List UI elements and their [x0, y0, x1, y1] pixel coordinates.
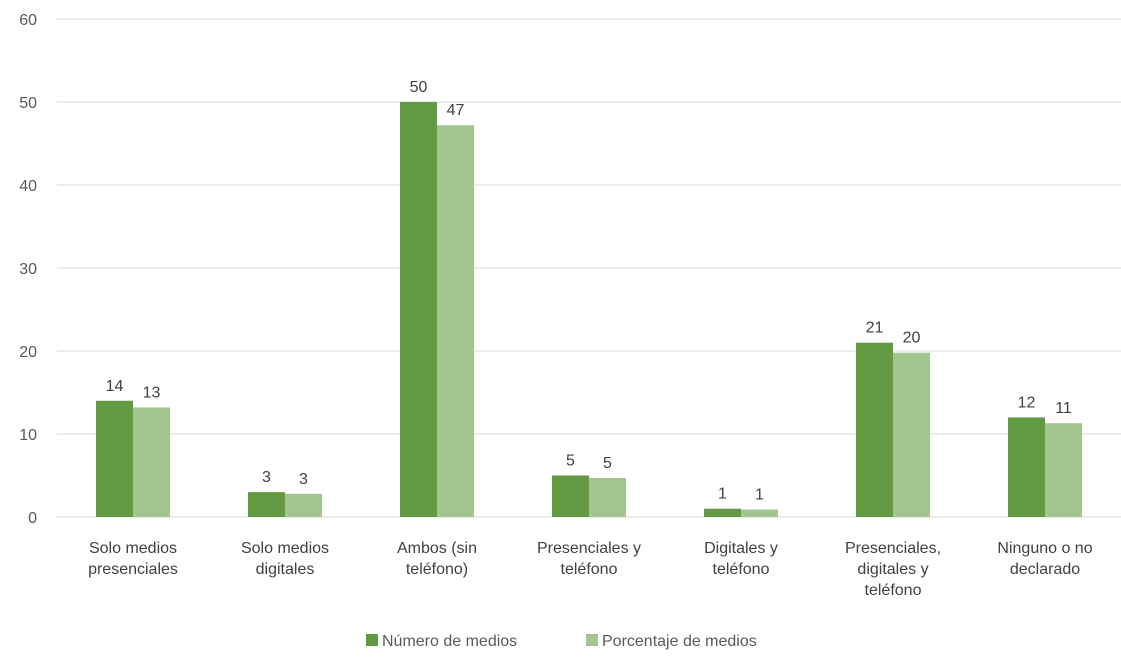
data-label: 12: [1018, 394, 1036, 411]
data-label: 3: [299, 471, 308, 488]
bar-porcentaje: [741, 509, 778, 517]
data-label: 11: [1055, 400, 1072, 417]
bar-porcentaje: [893, 352, 930, 517]
legend-label: Número de medios: [382, 633, 517, 650]
x-category-label: Digitales y teléfono: [704, 540, 778, 578]
legend-swatch: [366, 634, 378, 646]
bar-porcentaje: [1045, 423, 1082, 517]
y-tick-label: 50: [19, 95, 37, 112]
data-label: 1: [755, 487, 764, 504]
x-category-label: Ambos (sin teléfono): [397, 540, 477, 578]
y-tick-label: 20: [19, 344, 37, 361]
data-label: 3: [262, 469, 271, 486]
gridlines: [57, 18, 1121, 518]
x-category-label: Solo medios digitales: [241, 540, 329, 578]
legend-swatch: [586, 634, 598, 646]
x-category-label: Presenciales, digitales y teléfono: [845, 540, 941, 599]
legend: Número de medios Porcentaje de medios: [366, 633, 757, 650]
bar-numero: [1008, 417, 1045, 517]
bar-porcentaje: [285, 493, 322, 517]
bar-numero: [400, 102, 437, 517]
legend-label: Porcentaje de medios: [602, 633, 757, 650]
data-label: 47: [447, 102, 465, 119]
y-axis-ticks: 0 10 20 30 40 50 60: [19, 12, 37, 527]
y-tick-label: 30: [19, 261, 37, 278]
bar-numero: [856, 342, 893, 517]
data-label: 5: [603, 455, 612, 472]
data-label: 13: [143, 384, 161, 401]
data-label: 5: [566, 453, 575, 470]
x-category-label: Presenciales y teléfono: [537, 540, 641, 578]
y-tick-label: 10: [19, 427, 37, 444]
data-label: 50: [410, 79, 428, 96]
bar-numero: [96, 400, 133, 517]
bar-porcentaje: [589, 477, 626, 517]
bar-numero: [704, 508, 741, 517]
data-label: 1: [718, 486, 727, 503]
x-category-label: Ninguno o no declarado: [997, 540, 1092, 578]
data-label: 21: [866, 320, 884, 337]
x-axis-categories: Solo medios presenciales Solo medios digita…: [88, 540, 1093, 599]
data-label: 14: [106, 378, 124, 395]
x-category-label: Solo medios presenciales: [88, 540, 178, 578]
bar-porcentaje: [133, 407, 170, 517]
y-tick-label: 40: [19, 178, 37, 195]
y-tick-label: 0: [28, 510, 37, 527]
bars: [96, 102, 1082, 518]
data-label: 20: [903, 330, 921, 347]
y-tick-label: 60: [19, 12, 37, 29]
bar-numero: [248, 492, 285, 517]
bar-porcentaje: [437, 125, 474, 518]
bar-numero: [552, 475, 589, 517]
